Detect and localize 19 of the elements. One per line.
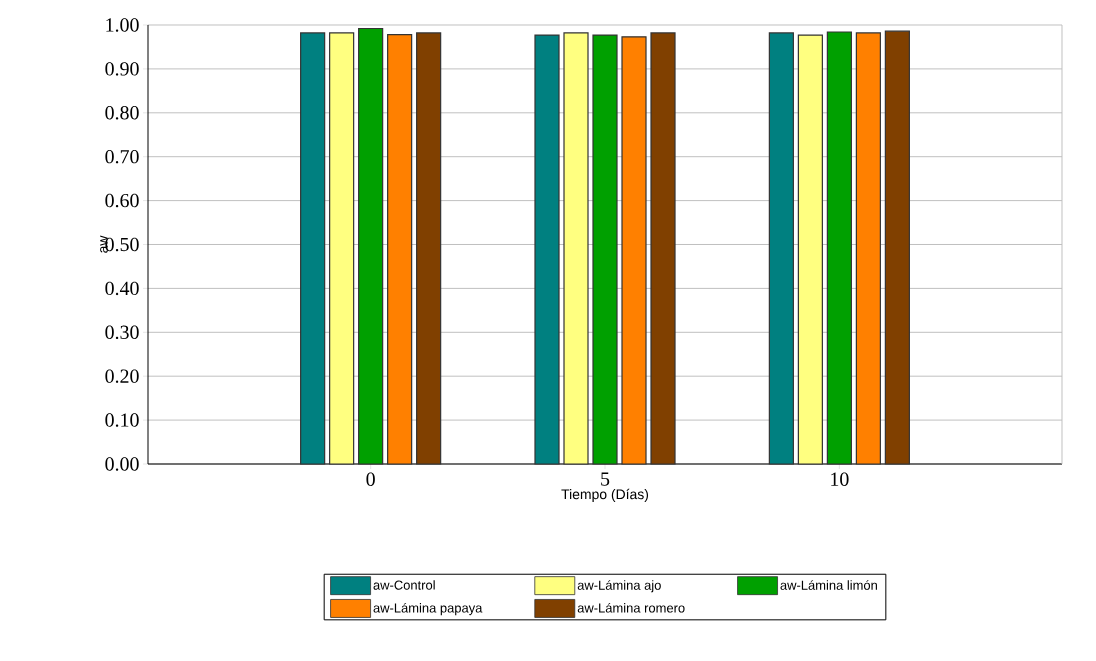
y-tick-label: 0.70: [105, 149, 139, 164]
y-tick-label: 0.80: [105, 106, 139, 120]
y-tick-label: 0.30: [105, 325, 139, 340]
legend-label: aw-Lámina romero: [577, 602, 685, 613]
legend-label: aw-Lámina ajo: [577, 580, 661, 593]
y-tick-label: 0.10: [105, 413, 139, 427]
x-tick-label: 5: [601, 472, 610, 486]
x-tick-label: 10: [831, 472, 849, 486]
legend-label: aw-Lámina papaya: [373, 602, 483, 616]
x-tick-label: 0: [366, 472, 375, 486]
legend-label: aw-Control: [373, 580, 435, 590]
y-tick-label: 0.60: [105, 193, 139, 208]
y-tick-label: 1.00: [106, 18, 139, 32]
y-tick-label: 0.40: [105, 281, 139, 296]
legend-label: aw-Lámina limón: [780, 580, 877, 590]
y-tick-label: 0.20: [105, 369, 139, 383]
y-tick-label: 0.00: [105, 457, 139, 471]
y-tick-label: 0.90: [105, 62, 139, 76]
x-axis-title: Tiempo (Días): [561, 488, 649, 502]
